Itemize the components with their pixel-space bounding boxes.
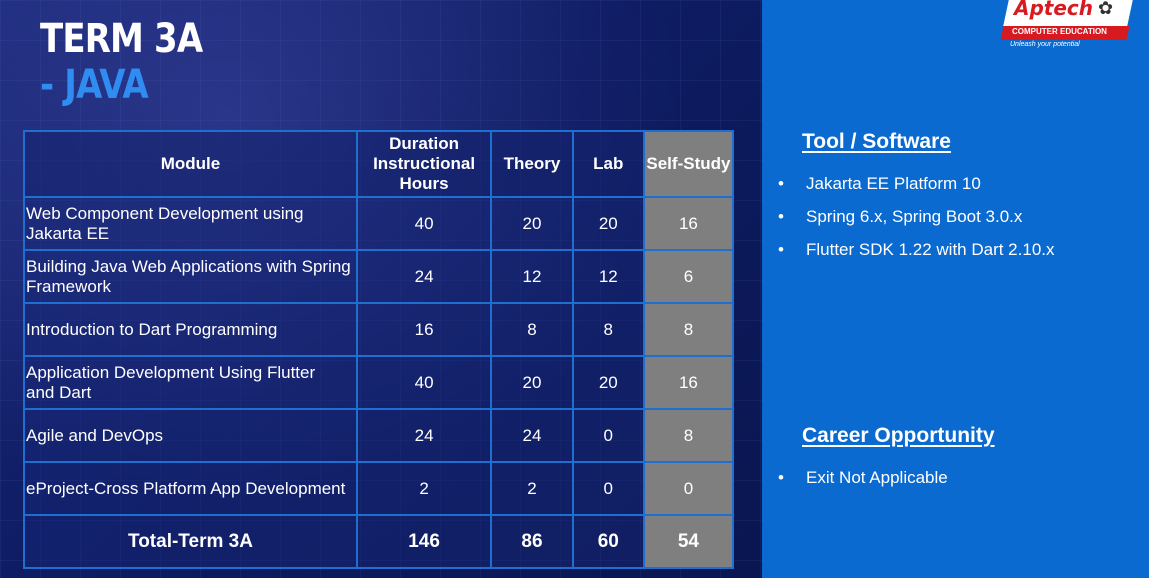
total-label: Total-Term 3A [23, 514, 358, 569]
tools-list: • Jakarta EE Platform 10 • Spring 6.x, Spr… [778, 174, 1055, 273]
table-row: Introduction to Dart Programming 16 8 8 … [23, 302, 735, 357]
module-line: Jakarta EE [26, 223, 110, 243]
total-lab: 60 [571, 514, 645, 569]
module-line: Introduction to Dart Programming [26, 319, 278, 339]
theory-cell: 20 [490, 355, 574, 410]
table-row: Building Java Web Applications with Spri… [23, 249, 735, 304]
duration-cell: 16 [355, 302, 493, 357]
lab-cell: 0 [571, 408, 645, 463]
table-row: Application Development Using Flutter an… [23, 355, 735, 410]
self-study-cell: 16 [642, 355, 735, 410]
theory-cell: 24 [490, 408, 574, 463]
header-self-study: Self-Study [642, 130, 735, 198]
module-cell: eProject-Cross Platform App Development [23, 461, 358, 516]
self-study-cell: 6 [642, 249, 735, 304]
lab-cell: 8 [571, 302, 645, 357]
list-item-text: Spring 6.x, Spring Boot 3.0.x [806, 207, 1023, 226]
module-cell: Web Component Development using Jakarta … [23, 196, 358, 251]
theory-cell: 2 [490, 461, 574, 516]
total-row: Total-Term 3A 146 86 60 54 [23, 514, 735, 569]
lab-cell: 0 [571, 461, 645, 516]
module-line: Web Component Development using [26, 203, 304, 223]
theory-cell: 20 [490, 196, 574, 251]
module-line: Application Development Using Flutter [26, 362, 316, 382]
table-header-row: Module Duration Instructional Hours Theo… [23, 130, 735, 198]
duration-cell: 24 [355, 249, 493, 304]
list-item: • Flutter SDK 1.22 with Dart 2.10.x [778, 240, 1055, 273]
career-heading: Career Opportunity [802, 424, 995, 447]
header-duration-line: Duration [389, 134, 460, 153]
table-row: Web Component Development using Jakarta … [23, 196, 735, 251]
total-duration: 146 [355, 514, 493, 569]
header-duration-line: Instructional [373, 154, 476, 173]
header-lab: Lab [571, 130, 645, 198]
career-list: • Exit Not Applicable [778, 468, 948, 501]
self-study-cell: 8 [642, 408, 735, 463]
header-duration: Duration Instructional Hours [355, 130, 493, 198]
duration-cell: 2 [355, 461, 493, 516]
table-row: eProject-Cross Platform App Development … [23, 461, 735, 516]
table-row: Agile and DevOps 24 24 0 8 [23, 408, 735, 463]
duration-cell: 40 [355, 196, 493, 251]
logo-subtitle: COMPUTER EDUCATION [1012, 27, 1107, 36]
header-duration-line: Hours [399, 174, 449, 193]
module-cell: Introduction to Dart Programming [23, 302, 358, 357]
logo-tagline: Unleash your potential [1010, 41, 1080, 48]
page-title: TERM 3A [40, 16, 203, 62]
list-item-text: Jakarta EE Platform 10 [806, 174, 981, 193]
tools-heading: Tool / Software [802, 130, 951, 153]
self-study-cell: 0 [642, 461, 735, 516]
aptech-logo: Aptech ✿ COMPUTER EDUCATION Unleash your… [1000, 0, 1133, 50]
module-line: Framework [26, 276, 112, 296]
paw-icon: ✿ [1098, 0, 1114, 18]
list-item: • Spring 6.x, Spring Boot 3.0.x [778, 207, 1055, 240]
bullet-icon: • [778, 240, 784, 259]
module-line: and Dart [26, 382, 92, 402]
self-study-cell: 16 [642, 196, 735, 251]
lab-cell: 20 [571, 196, 645, 251]
bullet-icon: • [778, 468, 784, 487]
page-subtitle: - JAVA [40, 62, 149, 108]
module-line: eProject-Cross Platform App Development [26, 478, 346, 498]
list-item: • Exit Not Applicable [778, 468, 948, 501]
list-item-text: Flutter SDK 1.22 with Dart 2.10.x [806, 240, 1055, 259]
right-panel: Aptech ✿ COMPUTER EDUCATION Unleash your… [762, 0, 1149, 578]
module-line: Building Java Web Applications with Spri… [26, 256, 351, 276]
theory-cell: 12 [490, 249, 574, 304]
lab-cell: 12 [571, 249, 645, 304]
bullet-icon: • [778, 174, 784, 193]
header-module: Module [23, 130, 358, 198]
header-theory: Theory [490, 130, 574, 198]
module-cell: Building Java Web Applications with Spri… [23, 249, 358, 304]
module-line: Agile and DevOps [26, 425, 164, 445]
left-panel: TERM 3A - JAVA Module Duration Instructi… [0, 0, 762, 578]
duration-cell: 40 [355, 355, 493, 410]
total-self-study: 54 [642, 514, 735, 569]
list-item: • Jakarta EE Platform 10 [778, 174, 1055, 207]
logo-name: Aptech [1014, 0, 1094, 20]
self-study-cell: 8 [642, 302, 735, 357]
theory-cell: 8 [490, 302, 574, 357]
duration-cell: 24 [355, 408, 493, 463]
bullet-icon: • [778, 207, 784, 226]
lab-cell: 20 [571, 355, 645, 410]
module-cell: Agile and DevOps [23, 408, 358, 463]
total-theory: 86 [490, 514, 574, 569]
module-cell: Application Development Using Flutter an… [23, 355, 358, 410]
list-item-text: Exit Not Applicable [806, 468, 948, 487]
course-table: Module Duration Instructional Hours Theo… [23, 130, 735, 569]
